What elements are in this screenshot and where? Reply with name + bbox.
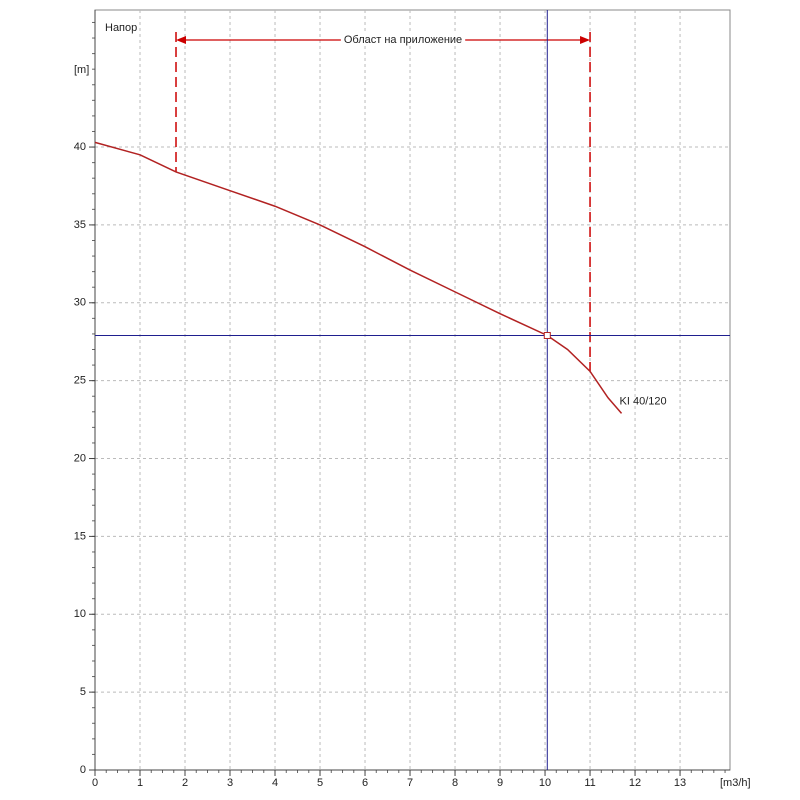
y-tick-label: 40	[74, 141, 86, 153]
x-tick-label: 10	[539, 777, 551, 789]
x-tick-label: 0	[92, 777, 98, 789]
y-tick-label: 15	[74, 530, 86, 542]
y-tick-label: 35	[74, 219, 86, 231]
y-axis-label: [m]	[74, 64, 89, 76]
label-bg	[340, 33, 466, 46]
arrow-head	[176, 36, 187, 44]
x-tick-label: 1	[137, 777, 143, 789]
range-label: Област на приложение	[344, 34, 462, 46]
arrow-head	[580, 36, 591, 44]
x-tick-label: 7	[407, 777, 413, 789]
x-tick-label: 3	[227, 777, 233, 789]
curve	[94, 141, 623, 414]
y-tick-label: 25	[74, 375, 86, 387]
x-axis-label: [m3/h]	[720, 777, 751, 789]
plot-area	[94, 9, 731, 771]
x-tick-label: 5	[317, 777, 323, 789]
x-tick-label: 2	[182, 777, 188, 789]
y-tick-label: 30	[74, 297, 86, 309]
operating-point	[543, 331, 551, 339]
x-tick-label: 9	[497, 777, 503, 789]
x-tick-label: 12	[629, 777, 641, 789]
x-tick-label: 6	[362, 777, 368, 789]
y-tick-label: 20	[74, 452, 86, 464]
series-label: KI 40/120	[620, 395, 667, 407]
y-tick-label: 0	[80, 764, 86, 776]
x-tick-label: 13	[674, 777, 686, 789]
chart-title: Напор	[105, 22, 137, 34]
y-tick-label: 10	[74, 608, 86, 620]
x-tick-label: 11	[584, 777, 595, 789]
y-tick-label: 5	[80, 686, 86, 698]
x-tick-label: 4	[272, 777, 278, 789]
x-tick-label: 8	[452, 777, 458, 789]
